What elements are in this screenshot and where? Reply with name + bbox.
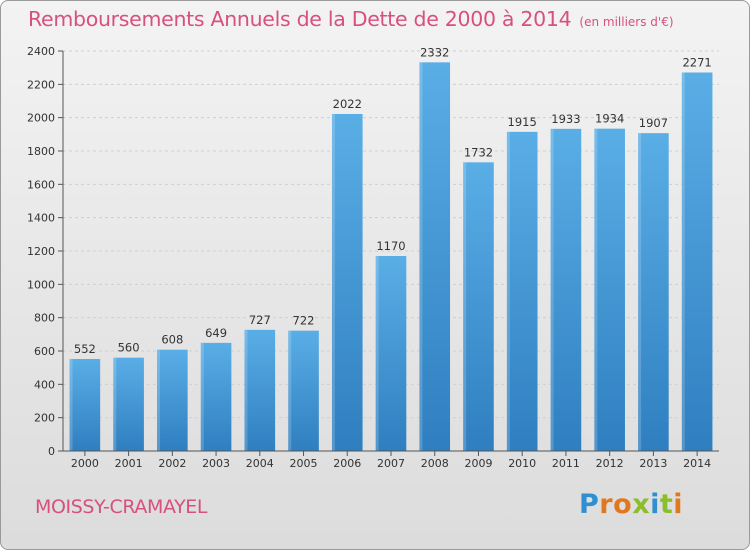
chart-subtitle: (en milliers d'€) [579,15,674,29]
commune-name: MOISSY-CRAMAYEL [35,496,208,518]
x-tick-label: 2010 [508,457,536,470]
x-tick-label: 2000 [71,457,99,470]
x-tick-label: 2013 [639,457,667,470]
bar-2004 [244,329,276,451]
x-tick-label: 2008 [421,457,449,470]
bar-2013 [638,133,669,451]
logo-letter: o [613,489,633,520]
bar-2009 [463,162,494,452]
bar-highlight [638,133,642,451]
x-tick-label: 2009 [464,457,492,470]
x-tick-label: 2012 [596,457,624,470]
bar-highlight [69,359,73,451]
logo-letter: i [650,489,660,520]
bar-2010 [506,131,538,452]
bar-value-label: 1907 [639,116,668,130]
bars [69,62,713,452]
y-tick-label: 800 [34,312,55,325]
bar-value-label: 1933 [551,112,580,126]
bar-value-label: 1170 [376,239,405,253]
bar-value-label: 2271 [682,56,711,70]
y-tick-label: 1800 [27,145,55,158]
bar-highlight [419,62,423,451]
y-tick-label: 400 [34,378,55,391]
proxiti-logo: Proxiti [579,489,683,520]
bar-2002 [157,349,188,451]
bar-value-label: 608 [161,333,183,347]
logo-letter: x [632,489,651,520]
x-tick-label: 2014 [683,457,711,470]
logo-letter: t [659,489,674,520]
logo-letter: P [579,489,600,520]
bar-value-label: 2022 [333,97,362,111]
bar-value-label: 1732 [464,145,493,159]
bar-2003 [200,342,232,451]
y-tick-label: 200 [34,412,55,425]
bar-value-label: 649 [205,326,227,340]
bar-2011 [550,128,582,451]
chart-title-text: Remboursements Annuels de la Dette de 20… [28,7,572,31]
bar-highlight [463,162,467,452]
y-tick-label: 2000 [27,112,55,125]
bar-highlight [550,128,554,451]
y-tick-label: 2400 [27,45,55,58]
bar-value-label: 560 [118,341,140,355]
bar-value-label: 727 [249,313,271,327]
x-tick-label: 2002 [158,457,186,470]
x-tick-label: 2007 [377,457,405,470]
bar-highlight [113,357,117,451]
y-tick-label: 2200 [27,78,55,91]
x-tick-label: 2011 [552,457,580,470]
bar-value-label: 1915 [508,115,537,129]
bar-2001 [113,357,144,451]
bar-2014 [681,72,713,451]
x-tick-label: 2005 [290,457,318,470]
x-tick-label: 2001 [115,457,143,470]
axes [58,50,719,456]
y-tick-label: 1400 [27,212,55,225]
logo-letter: r [599,489,614,520]
bar-value-label: 2332 [420,45,449,59]
bar-highlight [506,131,510,452]
bar-2006 [331,114,363,451]
bar-2007 [375,256,407,451]
bar-value-label: 552 [74,342,96,356]
labels: 0 200 400 600 800 1000 1200 1400 1600 1800 2000 220… [27,45,712,470]
x-tick-label: 2006 [333,457,361,470]
y-tick-label: 0 [48,445,55,458]
bar-2000 [69,359,101,451]
bar-2005 [288,330,319,451]
x-tick-label: 2003 [202,457,230,470]
y-tick-label: 1000 [27,278,55,291]
bar-highlight [244,329,248,451]
bar-value-label: 722 [293,314,315,328]
y-tick-label: 600 [34,345,55,358]
x-tick-label: 2004 [246,457,274,470]
bar-value-label: 1934 [595,112,624,126]
bar-highlight [200,342,204,451]
logo-letter: i [673,489,684,520]
bar-highlight [681,72,685,451]
bar-highlight [288,330,292,451]
bar-2008 [419,62,451,451]
bar-2012 [594,128,625,451]
chart-title: Remboursements Annuels de la Dette de 20… [28,7,674,31]
y-tick-label: 1200 [27,245,55,258]
bar-highlight [594,128,598,451]
bar-highlight [331,114,335,451]
bar-highlight [157,349,161,451]
bar-highlight [375,256,379,451]
y-tick-label: 1600 [27,178,55,191]
